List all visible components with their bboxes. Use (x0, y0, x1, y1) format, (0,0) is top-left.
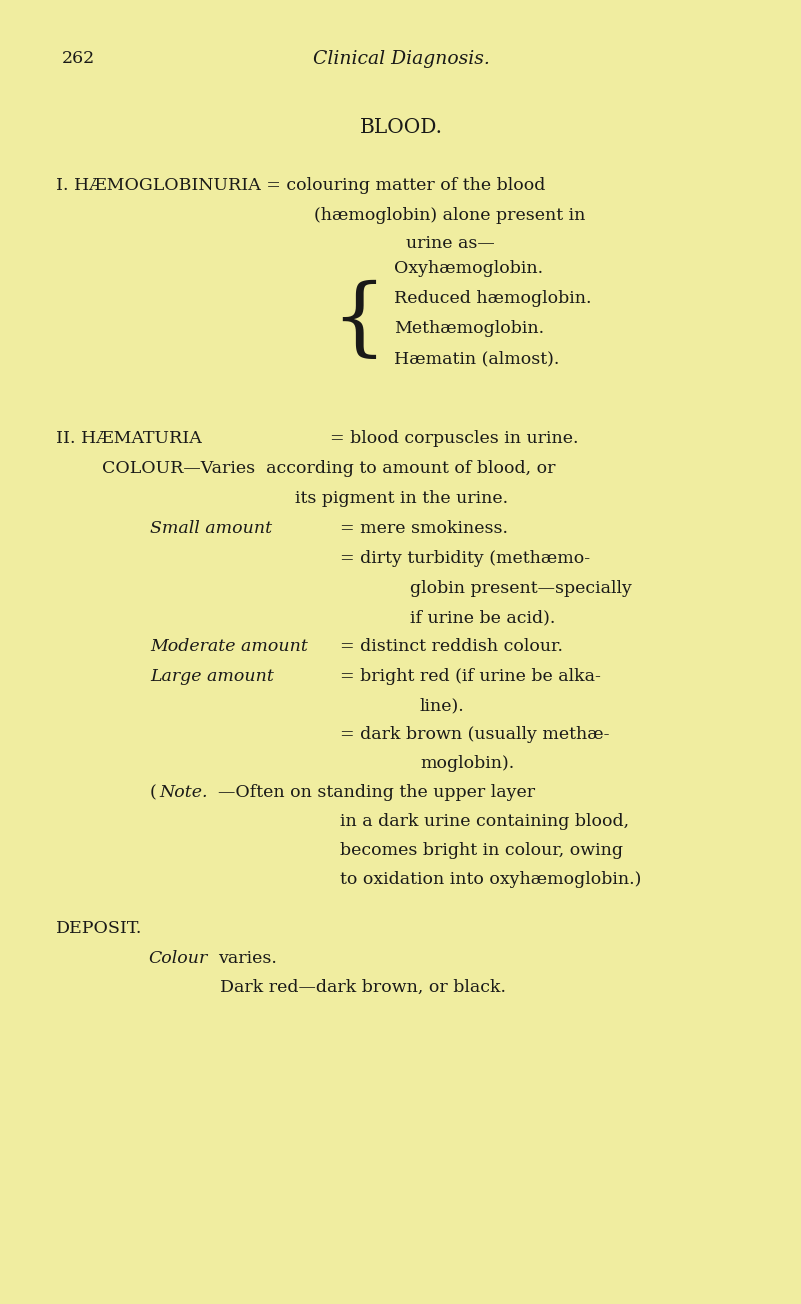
Text: (: ( (150, 784, 157, 801)
Text: 262: 262 (62, 50, 95, 67)
Text: Reduced hæmoglobin.: Reduced hæmoglobin. (394, 289, 591, 306)
Text: moglobin).: moglobin). (420, 755, 514, 772)
Text: DEPOSIT.: DEPOSIT. (56, 921, 143, 938)
Text: Colour: Colour (148, 951, 207, 968)
Text: = bright red (if urine be alka-: = bright red (if urine be alka- (340, 668, 601, 685)
Text: Large amount: Large amount (150, 668, 274, 685)
Text: —Often on standing the upper layer: —Often on standing the upper layer (218, 784, 535, 801)
Text: to oxidation into oxyhæmoglobin.): to oxidation into oxyhæmoglobin.) (340, 871, 642, 888)
Text: its pigment in the urine.: its pigment in the urine. (295, 490, 508, 507)
Text: Moderate amount: Moderate amount (150, 638, 308, 655)
Text: II. HÆMATURIA: II. HÆMATURIA (56, 430, 202, 447)
Text: Note.: Note. (159, 784, 207, 801)
Text: in a dark urine containing blood,: in a dark urine containing blood, (340, 812, 629, 831)
Text: Small amount: Small amount (150, 520, 272, 537)
Text: globin present—specially: globin present—specially (410, 580, 632, 597)
Text: Dark red—dark brown, or black.: Dark red—dark brown, or black. (220, 979, 506, 996)
Text: = dirty turbidity (methæmo-: = dirty turbidity (methæmo- (340, 550, 590, 567)
Text: if urine be acid).: if urine be acid). (410, 609, 555, 626)
Text: BLOOD.: BLOOD. (360, 117, 442, 137)
Text: = dark brown (usually methæ-: = dark brown (usually methæ- (340, 726, 610, 743)
Text: Methæmoglobin.: Methæmoglobin. (394, 319, 544, 336)
Text: urine as—: urine as— (405, 235, 494, 252)
Text: {: { (331, 280, 386, 363)
Text: Hæmatin (almost).: Hæmatin (almost). (394, 349, 559, 366)
Text: = distinct reddish colour.: = distinct reddish colour. (340, 638, 563, 655)
Text: Clinical Diagnosis.: Clinical Diagnosis. (312, 50, 489, 68)
Text: COLOUR—Varies  according to amount of blood, or: COLOUR—Varies according to amount of blo… (102, 460, 556, 477)
Text: Oxyhæmoglobin.: Oxyhæmoglobin. (394, 259, 543, 276)
Text: varies.: varies. (218, 951, 277, 968)
Text: (hæmoglobin) alone present in: (hæmoglobin) alone present in (314, 207, 586, 224)
Text: I. HÆMOGLOBINURIA = colouring matter of the blood: I. HÆMOGLOBINURIA = colouring matter of … (56, 177, 545, 194)
Text: becomes bright in colour, owing: becomes bright in colour, owing (340, 842, 623, 859)
Text: line).: line). (420, 698, 465, 715)
Text: = blood corpuscles in urine.: = blood corpuscles in urine. (330, 430, 578, 447)
Text: = mere smokiness.: = mere smokiness. (340, 520, 508, 537)
